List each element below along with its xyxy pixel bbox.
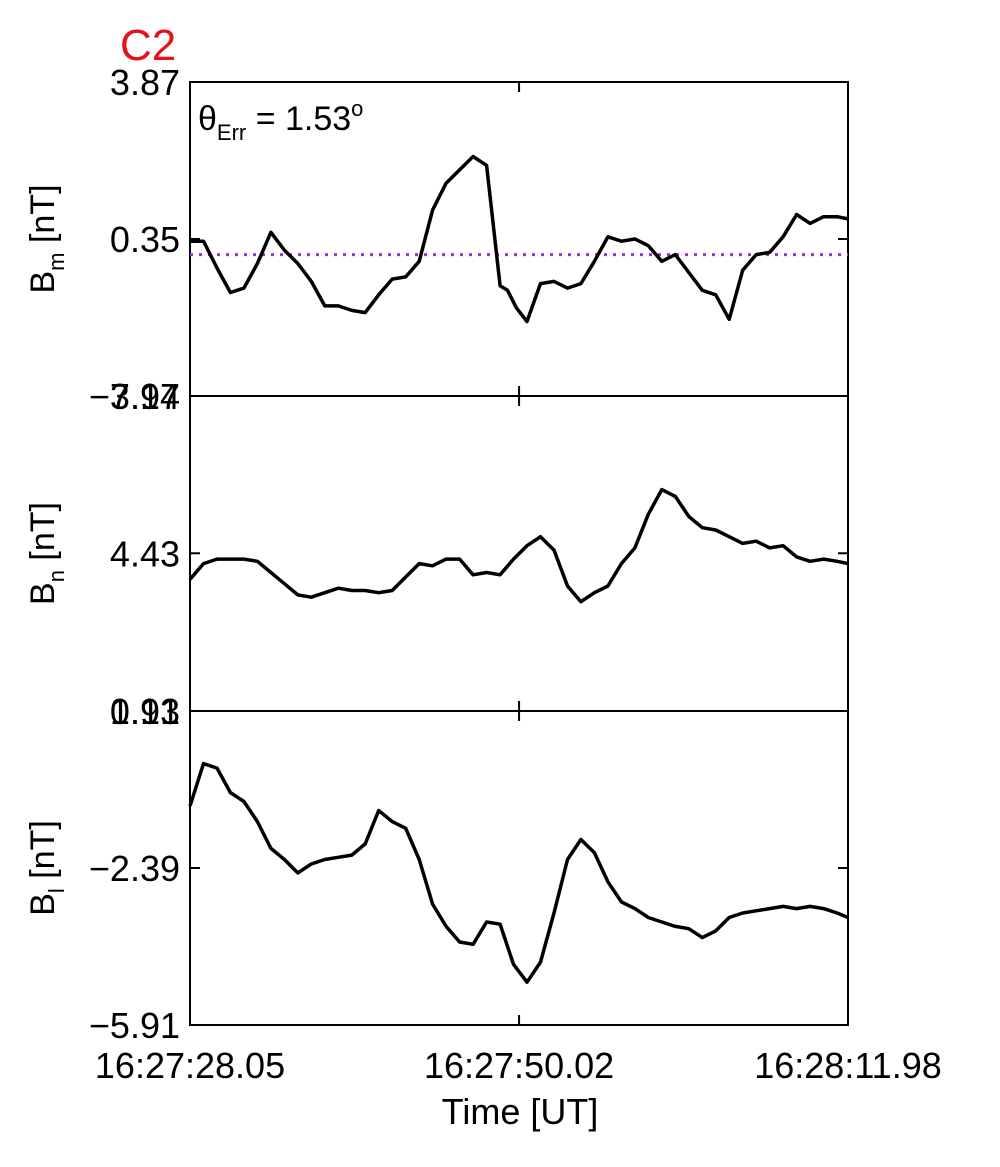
theta-symbol: θ <box>198 100 217 138</box>
panel-bm-ylabel: Bm [nT] <box>24 184 69 293</box>
panel-bn-ytick-label: 0.91 <box>110 691 180 732</box>
panel-bn: 0.91 4.43 7.94 Bn [nT] <box>24 376 849 732</box>
panel-bn-series-line <box>188 487 849 604</box>
panel-bm: −3.17 0.35 3.87 Bm [nT] <box>24 62 849 417</box>
theta-degree: o <box>351 96 363 121</box>
x-axis-label: Time [UT] <box>442 1091 599 1132</box>
theta-subscript: Err <box>217 120 246 145</box>
theta-value: = 1.53 <box>246 100 351 138</box>
panel-bl-ylabel: Bl [nT] <box>24 820 69 916</box>
panel-bl-ytick-label: −5.91 <box>89 1005 180 1046</box>
panel-bn-ytick-label: 7.94 <box>110 376 180 417</box>
x-tick-label: 16:28:11.98 <box>754 1045 942 1086</box>
panel-bl-ytick-label: −2.39 <box>89 848 180 889</box>
panels-group: −3.17 0.35 3.87 Bm [nT] 0.91 4.43 7.94 Bn [nT] −… <box>24 62 849 1046</box>
panel-bn-ylabel: Bn [nT] <box>24 502 69 605</box>
panel-bm-ytick-label: 3.87 <box>110 62 180 103</box>
x-tick-label: 16:27:50.02 <box>424 1045 614 1086</box>
panel-bl: −5.91 −2.39 1.13 Bl [nT] <box>24 691 849 1046</box>
panel-bm-series-line <box>190 154 849 324</box>
panel-bl-ytick-label: 1.13 <box>110 691 180 732</box>
x-tick-labels: 16:27:28.05 16:27:50.02 16:28:11.98 <box>95 1045 942 1086</box>
chart-title: C2 <box>120 21 176 70</box>
panel-bn-ytick-label: 4.43 <box>110 533 180 574</box>
panel-bl-series-line <box>188 761 849 984</box>
panel-bl-frame <box>189 710 849 1026</box>
panel-bm-ytick-label: −3.17 <box>89 376 180 417</box>
x-tick-label: 16:27:28.05 <box>95 1045 285 1086</box>
panel-bm-ytick-label: 0.35 <box>110 219 180 260</box>
theta-error-annotation: θErr = 1.53o <box>198 96 363 145</box>
